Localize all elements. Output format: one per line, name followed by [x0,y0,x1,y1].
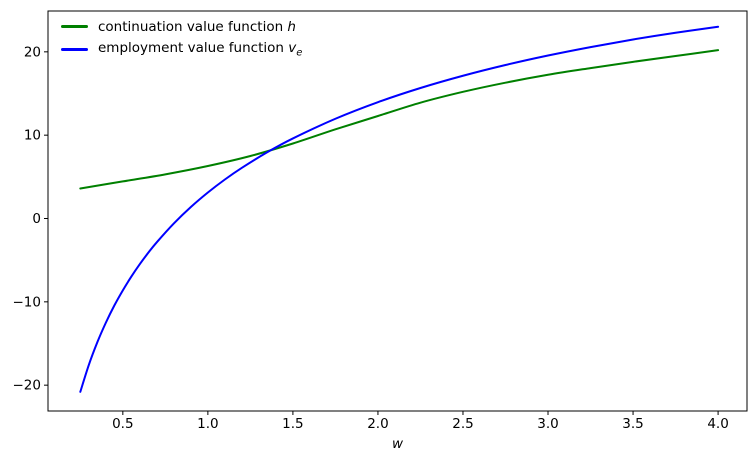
x-tick-label: 2.5 [452,416,473,432]
legend-math-v-sub: e [296,47,303,59]
legend-math-v: v [288,40,297,57]
x-tick-label: 1.0 [197,416,218,432]
y-tick-label: −20 [13,378,42,394]
legend-math-h: h [287,18,296,35]
y-tick-label: 20 [24,44,41,60]
legend-label-employment: employment value function ve [98,40,302,59]
legend-text-continuation: continuation value function [98,18,288,35]
x-axis-label: w [391,436,404,452]
y-tick-label: 10 [24,128,41,144]
x-tick-label: 4.0 [707,416,728,432]
legend-item-employment-value: employment value function ve [61,38,302,61]
x-tick-label: 2.0 [367,416,388,432]
y-tick-label: 0 [32,211,41,227]
x-tick-label: 3.5 [622,416,643,432]
series-line-employment-value [79,25,720,393]
legend-item-continuation-value: continuation value function h [61,15,302,38]
y-tick-label: −10 [13,294,42,310]
plot-border [47,10,748,412]
x-tick-label: 0.5 [112,416,133,432]
legend-line-employment-icon [61,48,88,51]
x-tick-label: 1.5 [282,416,303,432]
legend-label-continuation: continuation value function h [98,19,296,35]
legend-text-employment: employment value function [98,40,289,57]
series-line-continuation-value [79,49,720,190]
legend-line-continuation-icon [61,25,88,28]
legend: continuation value function h employment… [61,15,302,61]
x-tick-label: 3.0 [537,416,558,432]
